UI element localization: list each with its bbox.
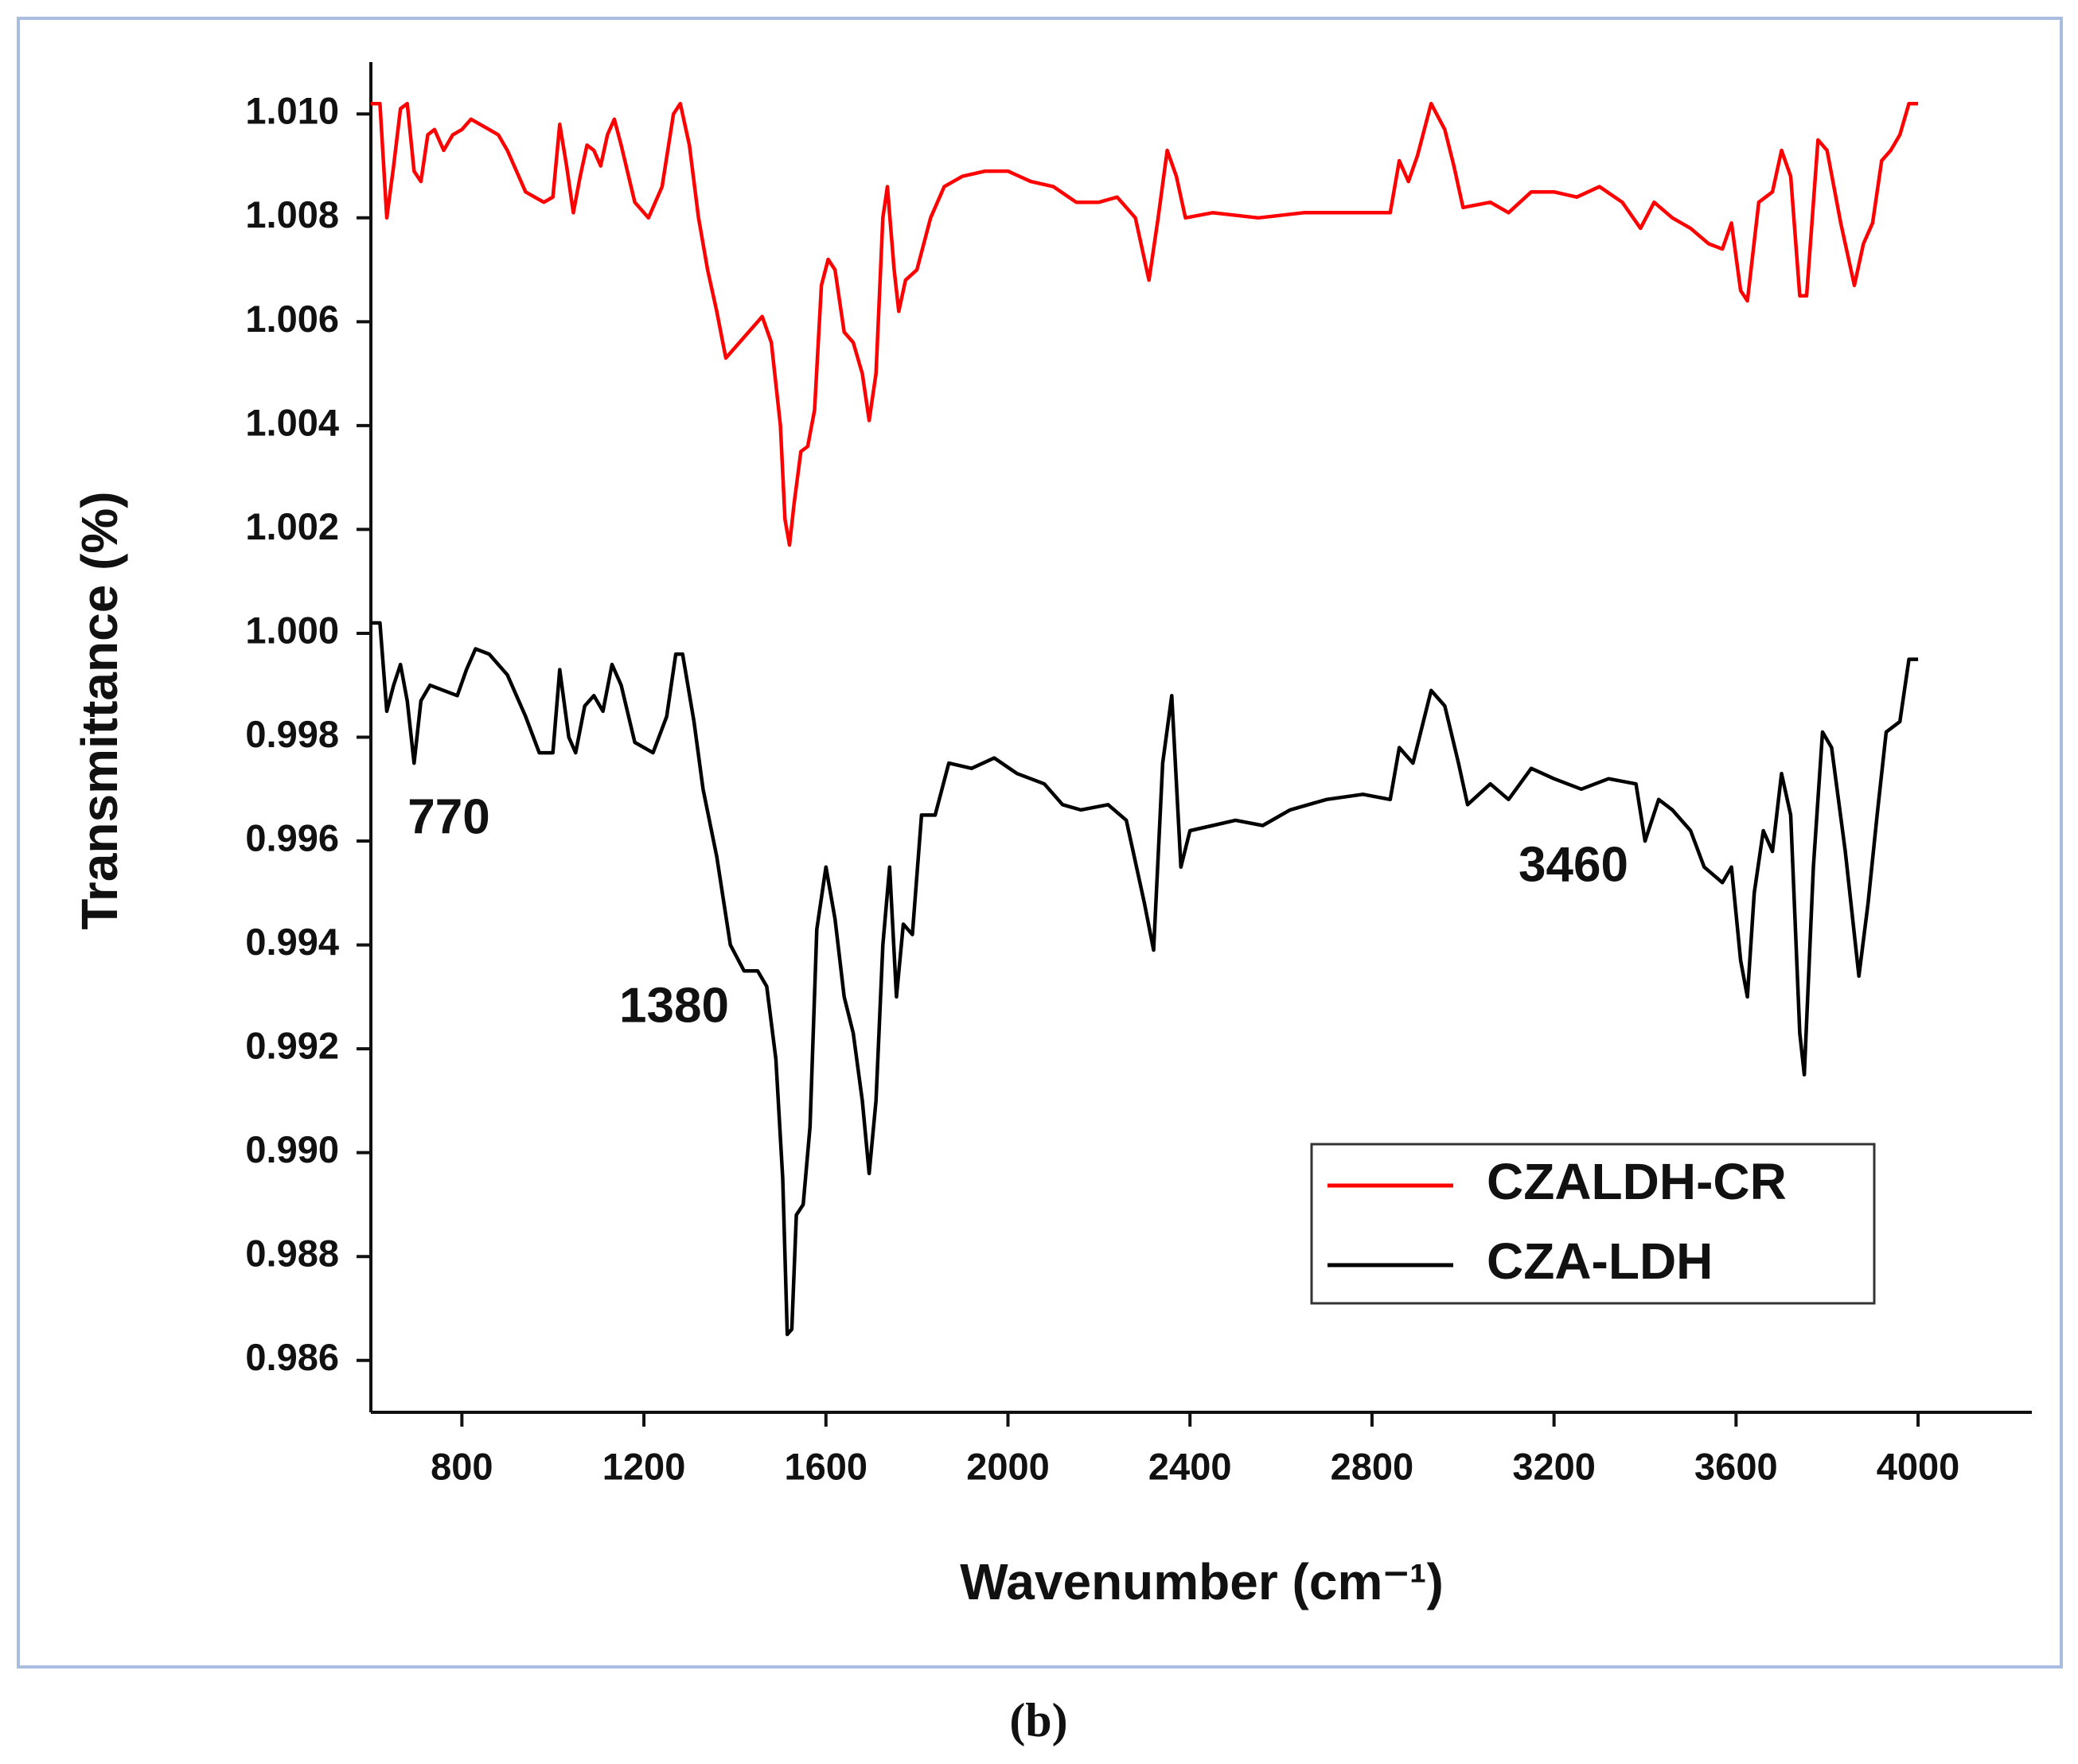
x-tick-label: 1200 [602, 1445, 686, 1487]
legend-box [1310, 1143, 1876, 1305]
y-tick-label: 0.996 [245, 816, 339, 859]
x-tick-label: 2800 [1331, 1445, 1414, 1487]
y-tick-label: 1.004 [245, 401, 339, 443]
frame [17, 17, 2063, 1669]
x-tick-label: 3600 [1694, 1445, 1778, 1487]
x-tick-label: 2400 [1148, 1445, 1232, 1487]
y-tick-label: 1.008 [245, 193, 339, 236]
x-tick-label: 3200 [1512, 1445, 1596, 1487]
y-tick-label: 1.002 [245, 505, 339, 547]
y-tick-label: 1.010 [245, 90, 339, 132]
y-tick-label: 0.990 [245, 1128, 339, 1170]
data-line [371, 621, 1919, 1337]
y-tick-label: 0.988 [245, 1232, 339, 1275]
data-line [371, 101, 1919, 547]
x-tick-label: 2000 [966, 1445, 1050, 1487]
y-tick-label: 0.994 [245, 921, 339, 963]
y-tick-label: 0.986 [245, 1336, 339, 1378]
y-axis-label: Transmittance (%) [71, 491, 128, 929]
y-tick-label: 1.006 [245, 298, 339, 340]
legend-label: CZA-LDH [1487, 1232, 1713, 1290]
x-tick-label: 1600 [784, 1445, 867, 1487]
x-tick-label: 800 [431, 1445, 493, 1487]
y-tick-label: 0.998 [245, 713, 339, 755]
y-tick-label: 0.992 [245, 1025, 339, 1067]
x-tick-label: 4000 [1877, 1445, 1960, 1487]
annotation: 770 [407, 789, 489, 844]
x-axis-label: Wavenumber (cm⁻¹) [960, 1553, 1444, 1610]
annotation: 3460 [1519, 837, 1628, 892]
y-tick-label: 1.000 [245, 609, 339, 651]
legend-label: CZALDH-CR [1487, 1153, 1787, 1210]
annotation: 1380 [619, 978, 729, 1033]
caption: (b) [1009, 1694, 1067, 1746]
